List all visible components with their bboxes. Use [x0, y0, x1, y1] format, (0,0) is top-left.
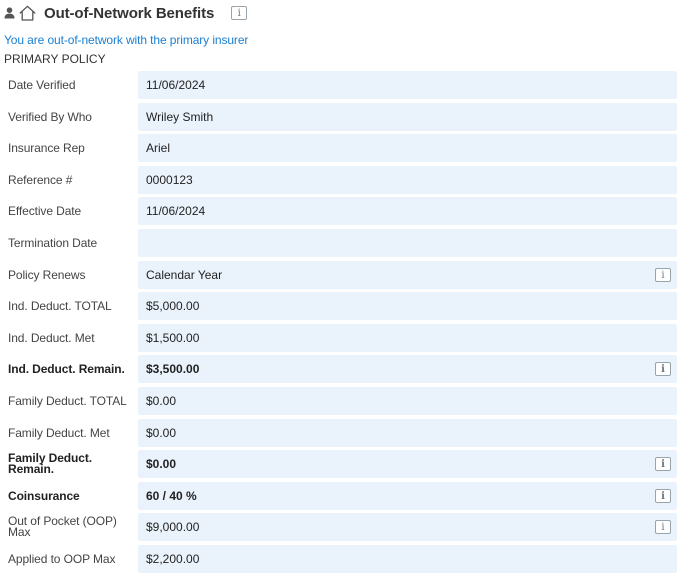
field-value[interactable]: $3,500.00 i	[138, 355, 677, 383]
field-row: Coinsurance 60 / 40 % i	[0, 482, 688, 510]
field-row: Reference # 0000123	[0, 166, 688, 194]
field-value-text: Ariel	[146, 141, 171, 155]
field-value[interactable]: $0.00	[138, 419, 677, 447]
field-label: Reference #	[8, 172, 73, 187]
user-icon	[4, 7, 15, 19]
field-value[interactable]: Ariel	[138, 134, 677, 162]
field-value[interactable]: 60 / 40 % i	[138, 482, 677, 510]
field-row: Family Deduct. Met $0.00	[0, 419, 688, 447]
field-row: Ind. Deduct. Remain. $3,500.00 i	[0, 355, 688, 383]
field-label: Coinsurance	[8, 488, 80, 503]
field-label: Family Deduct. Met	[8, 425, 110, 440]
field-value[interactable]: $1,500.00	[138, 324, 677, 352]
field-value-text: $0.00	[146, 394, 177, 408]
info-icon[interactable]: i	[655, 489, 671, 503]
field-row: Termination Date	[0, 229, 688, 257]
field-label: Out of Pocket (OOP) Max	[8, 514, 117, 539]
field-value[interactable]: Calendar Year i	[138, 261, 677, 289]
field-row: Date Verified 11/06/2024	[0, 71, 688, 99]
field-label: Applied to OOP Max	[8, 551, 116, 566]
field-value[interactable]: $2,200.00	[138, 545, 677, 573]
field-value[interactable]: $0.00	[138, 387, 677, 415]
info-icon[interactable]: i	[231, 6, 248, 20]
field-label: Verified By Who	[8, 109, 92, 124]
field-value[interactable]	[138, 229, 677, 257]
field-label: Date Verified	[8, 77, 76, 92]
field-label: Policy Renews	[8, 267, 86, 282]
field-value[interactable]: $0.00 i	[138, 450, 677, 478]
field-value[interactable]: $5,000.00	[138, 292, 677, 320]
field-value-text: $0.00	[146, 457, 177, 471]
field-row: Applied to OOP Max $2,200.00	[0, 545, 688, 573]
info-icon[interactable]: i	[655, 268, 671, 282]
field-row: Family Deduct. TOTAL $0.00	[0, 387, 688, 415]
field-value[interactable]: 0000123	[138, 166, 677, 194]
field-row: Policy Renews Calendar Year i	[0, 261, 688, 289]
field-label: Family Deduct. Remain.	[8, 451, 92, 476]
field-value-text: 60 / 40 %	[146, 489, 197, 503]
field-value-text: $0.00	[146, 426, 177, 440]
field-row: Verified By Who Wriley Smith	[0, 103, 688, 131]
field-row: Insurance Rep Ariel	[0, 134, 688, 162]
field-label: Effective Date	[8, 203, 82, 218]
field-row: Effective Date 11/06/2024	[0, 197, 688, 225]
field-row: Out of Pocket (OOP) Max $9,000.00 i	[0, 513, 688, 541]
panel-header: Out-of-Network Benefits i	[4, 2, 248, 24]
field-value-text: $9,000.00	[146, 520, 200, 534]
field-value-text: $3,500.00	[146, 362, 200, 376]
field-value[interactable]: Wriley Smith	[138, 103, 677, 131]
field-row: Ind. Deduct. TOTAL $5,000.00	[0, 292, 688, 320]
field-value-text: $5,000.00	[146, 299, 200, 313]
field-row: Ind. Deduct. Met $1,500.00	[0, 324, 688, 352]
network-status-notice: You are out-of-network with the primary …	[4, 33, 249, 47]
field-value-text: Calendar Year	[146, 268, 223, 282]
field-label: Ind. Deduct. TOTAL	[8, 298, 112, 313]
info-icon[interactable]: i	[655, 457, 671, 471]
info-icon[interactable]: i	[655, 362, 671, 376]
field-label: Ind. Deduct. Remain.	[8, 361, 125, 376]
field-label: Ind. Deduct. Met	[8, 330, 95, 345]
field-value-text: 11/06/2024	[146, 204, 206, 218]
page-title: Out-of-Network Benefits	[44, 4, 215, 22]
field-label: Termination Date	[8, 235, 98, 250]
field-value-text: 0000123	[146, 173, 193, 187]
field-value-text: 11/06/2024	[146, 78, 206, 92]
field-value[interactable]: 11/06/2024	[138, 197, 677, 225]
field-value-text: Wriley Smith	[146, 110, 214, 124]
info-icon[interactable]: i	[655, 520, 671, 534]
field-value[interactable]: $9,000.00 i	[138, 513, 677, 541]
field-row: Family Deduct. Remain. $0.00 i	[0, 450, 688, 478]
section-title: PRIMARY POLICY	[4, 52, 106, 66]
field-value-text: $1,500.00	[146, 331, 200, 345]
field-value[interactable]: 11/06/2024	[138, 71, 677, 99]
field-label: Insurance Rep	[8, 140, 85, 155]
home-icon[interactable]	[19, 5, 36, 21]
field-label: Family Deduct. TOTAL	[8, 393, 127, 408]
field-value-text: $2,200.00	[146, 552, 200, 566]
